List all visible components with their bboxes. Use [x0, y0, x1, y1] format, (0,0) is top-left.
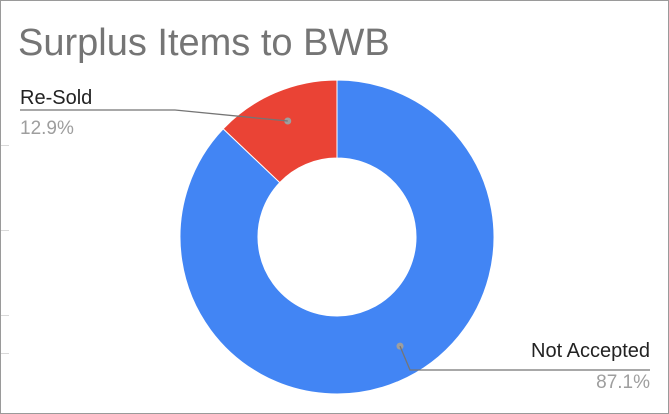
slice-label-percent: 12.9%	[20, 118, 74, 139]
chart-title: Surplus Items to BWB	[18, 22, 390, 64]
pie-slice-re-sold	[222, 79, 338, 184]
grid-tick	[1, 145, 9, 146]
pie-slice-not-accepted	[179, 79, 495, 395]
grid-tick	[1, 353, 9, 354]
slice-label-percent: 87.1%	[596, 372, 650, 393]
slice-label-name: Not Accepted	[531, 340, 650, 362]
leader-line	[399, 345, 650, 371]
slice-label-name: Re-Sold	[20, 87, 92, 109]
grid-tick	[1, 230, 9, 231]
grid-tick	[1, 315, 9, 316]
leader-line	[20, 109, 288, 122]
